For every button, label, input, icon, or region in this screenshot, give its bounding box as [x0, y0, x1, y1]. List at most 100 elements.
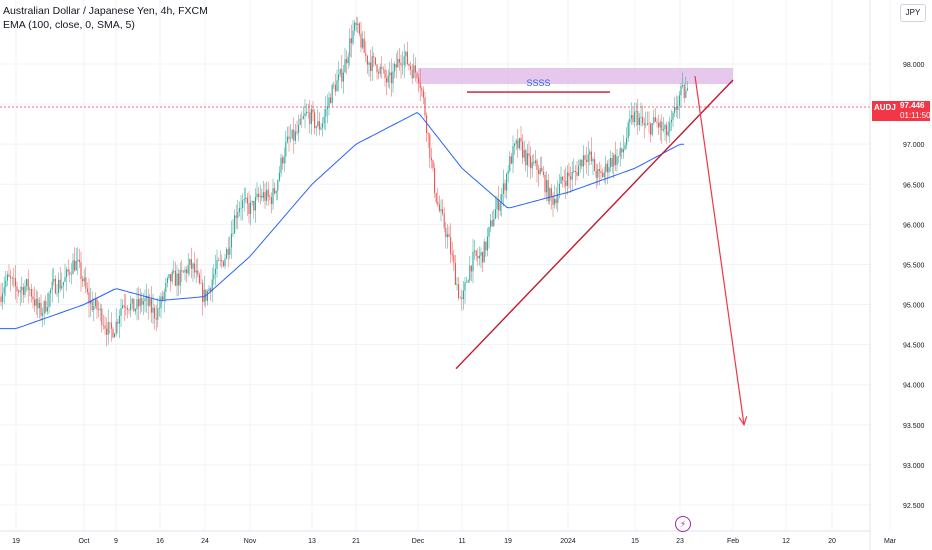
- candle-body: [670, 119, 672, 123]
- candle-body: [141, 298, 143, 305]
- candle-body: [134, 309, 136, 312]
- candle-body: [298, 124, 300, 133]
- candle-body: [30, 289, 32, 297]
- drawings-layer[interactable]: SSSS: [455, 75, 748, 427]
- candle-body: [656, 121, 658, 123]
- candle-body: [21, 287, 23, 291]
- candle-body: [262, 192, 264, 198]
- candle-body: [330, 97, 332, 104]
- candle-body: [677, 105, 679, 110]
- candle-body: [370, 62, 372, 72]
- candle-body: [434, 168, 436, 193]
- candle-body: [621, 148, 623, 153]
- candle-body: [554, 199, 556, 205]
- candle-body: [22, 287, 24, 295]
- price-axis[interactable]: 98.00097.50097.00096.50096.00095.50095.0…: [903, 62, 925, 510]
- candle-body: [258, 193, 260, 197]
- candle-body: [222, 261, 224, 267]
- candle-body: [226, 249, 228, 259]
- candle-body: [282, 157, 284, 164]
- candle-body: [642, 116, 644, 124]
- candle-body: [518, 138, 520, 149]
- currency-button[interactable]: JPY: [900, 4, 926, 22]
- candle-body: [10, 276, 12, 279]
- ascending-trendline[interactable]: [455, 79, 734, 370]
- time-tick-label: 23: [676, 538, 684, 545]
- candle-body: [565, 181, 567, 187]
- candle-body: [197, 270, 199, 275]
- time-axis[interactable]: 19 Oct 9 16 24 Nov 13 21 Dec 11 19 2024 15 23 Feb 12 20 M…: [0, 530, 897, 545]
- candle-body: [402, 64, 404, 66]
- candle-body: [64, 277, 66, 282]
- projection-arrow[interactable]: [694, 75, 745, 425]
- time-tick-label: 19: [504, 538, 512, 545]
- candle-body: [666, 124, 668, 136]
- candle-body: [120, 308, 122, 316]
- candle-body: [611, 157, 613, 167]
- candle-body: [342, 72, 344, 82]
- candle-body: [574, 170, 576, 172]
- candle-body: [291, 129, 293, 139]
- candle-body: [323, 116, 325, 124]
- time-tick-label: 24: [201, 538, 209, 545]
- candle-body: [533, 162, 535, 164]
- candle-body: [349, 38, 351, 57]
- candle-body: [491, 220, 493, 226]
- candle-body: [358, 23, 360, 34]
- candle-body: [456, 284, 458, 285]
- badge-symbol: AUDJPY: [874, 103, 896, 112]
- candle-body: [450, 237, 452, 254]
- candle-body: [464, 282, 466, 291]
- candle-body: [54, 278, 56, 294]
- candle-body: [597, 168, 599, 178]
- candle-body: [67, 269, 69, 272]
- price-tick-label: 94.500: [903, 343, 925, 350]
- candle-body: [578, 165, 580, 176]
- candle-body: [467, 280, 469, 283]
- candle-body: [669, 122, 671, 132]
- candle-body: [307, 111, 309, 113]
- candle-body: [662, 129, 664, 131]
- candle-body: [256, 193, 258, 198]
- lightning-bolt-icon[interactable]: ⚡: [675, 516, 691, 532]
- candle-body: [147, 295, 149, 306]
- candle-body: [109, 322, 111, 323]
- candle-body: [466, 282, 468, 283]
- candle-body: [310, 109, 312, 125]
- candle-body: [606, 163, 608, 173]
- candle-body: [2, 293, 4, 303]
- candle-body: [594, 159, 596, 172]
- candle-body: [269, 196, 271, 198]
- candle-body: [360, 33, 362, 48]
- candle-body: [659, 121, 661, 128]
- candle-body: [26, 279, 28, 287]
- candle-body: [501, 193, 503, 203]
- candle-body: [229, 247, 231, 255]
- candle-body: [38, 302, 40, 309]
- candle-body: [101, 308, 103, 325]
- candle-body: [174, 270, 176, 286]
- candle-body: [56, 293, 58, 294]
- candle-body: [261, 195, 263, 198]
- candle-body: [314, 112, 316, 129]
- candle-body: [248, 203, 250, 214]
- candle-body: [333, 84, 335, 86]
- candle-body: [254, 197, 256, 211]
- time-tick-label: Feb: [727, 538, 739, 545]
- candle-body: [43, 301, 45, 314]
- candle-body: [485, 241, 487, 251]
- candle-body: [160, 296, 162, 309]
- candle-body: [552, 195, 554, 205]
- candle-body: [482, 252, 484, 263]
- candle-body: [454, 263, 456, 285]
- candle-body: [138, 299, 140, 307]
- candle-body: [442, 209, 444, 214]
- price-tick-label: 98.000: [903, 62, 925, 69]
- resistance-zone[interactable]: [418, 68, 733, 85]
- candle-body: [218, 259, 220, 261]
- candle-body: [357, 23, 359, 26]
- candle-body: [563, 180, 565, 182]
- candle-body: [406, 51, 408, 65]
- time-tick-label: 15: [631, 538, 639, 545]
